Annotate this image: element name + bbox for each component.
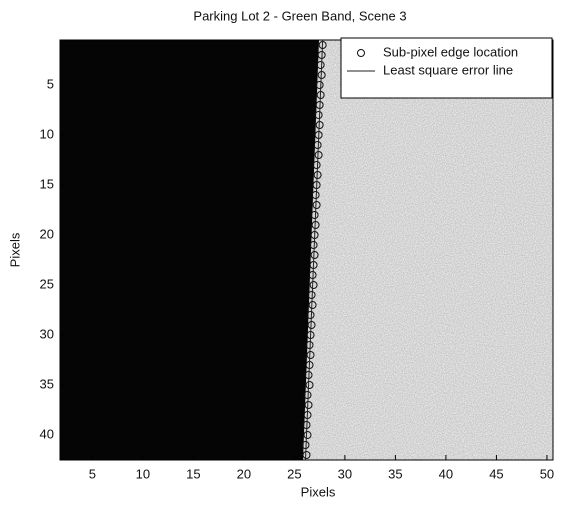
edge-point bbox=[307, 291, 316, 299]
plot-frame bbox=[59, 39, 554, 461]
x-tick-label: 25 bbox=[287, 466, 301, 481]
edge-point bbox=[312, 161, 321, 169]
edge-point bbox=[303, 431, 312, 439]
x-axis-label: Pixels bbox=[301, 484, 336, 499]
chart-title: Parking Lot 2 - Green Band, Scene 3 bbox=[193, 8, 406, 23]
y-tick-label: 35 bbox=[40, 376, 54, 391]
legend: Sub-pixel edge location Least square erro… bbox=[340, 37, 553, 99]
x-tick-label: 50 bbox=[540, 466, 554, 481]
y-axis-label: Pixels bbox=[7, 232, 22, 267]
edge-point bbox=[316, 61, 325, 69]
x-tick-label: 15 bbox=[186, 466, 200, 481]
y-tick-label: 25 bbox=[40, 276, 54, 291]
edge-point bbox=[305, 341, 314, 349]
y-tick-label: 40 bbox=[40, 426, 54, 441]
x-tick-label: 5 bbox=[89, 466, 96, 481]
edge-point bbox=[311, 191, 320, 199]
y-tick-label: 15 bbox=[40, 176, 54, 191]
y-tick-label: 10 bbox=[40, 126, 54, 141]
x-tick-label: 10 bbox=[136, 466, 150, 481]
edge-point bbox=[309, 241, 318, 249]
edge-point bbox=[308, 301, 317, 309]
dark-region bbox=[60, 40, 319, 460]
edge-point bbox=[314, 151, 323, 159]
edge-point bbox=[305, 381, 314, 389]
edge-point bbox=[312, 201, 321, 209]
legend-label: Sub-pixel edge location bbox=[383, 44, 518, 59]
edge-point bbox=[304, 401, 313, 409]
edge-point bbox=[314, 111, 323, 119]
edge-point bbox=[306, 351, 315, 359]
x-tick-label: 30 bbox=[338, 466, 352, 481]
y-tick-label: 30 bbox=[40, 326, 54, 341]
edge-point bbox=[310, 211, 319, 219]
edge-point bbox=[315, 81, 324, 89]
edge-point bbox=[313, 141, 322, 149]
legend-box bbox=[340, 37, 553, 99]
edge-point bbox=[310, 251, 319, 259]
x-tick-label: 35 bbox=[388, 466, 402, 481]
edge-point bbox=[302, 451, 311, 459]
fit-line bbox=[304, 40, 324, 460]
image-background bbox=[60, 40, 553, 460]
plot-area bbox=[301, 40, 327, 460]
x-tick-label: 40 bbox=[439, 466, 453, 481]
edge-point bbox=[306, 311, 315, 319]
legend-label: Least square error line bbox=[383, 62, 513, 77]
x-tick-label: 45 bbox=[489, 466, 503, 481]
legend-marker bbox=[357, 49, 365, 57]
y-tick-label: 5 bbox=[47, 76, 54, 91]
x-tick-label: 20 bbox=[237, 466, 251, 481]
y-tick-label: 20 bbox=[40, 226, 54, 241]
edge-point bbox=[309, 281, 318, 289]
